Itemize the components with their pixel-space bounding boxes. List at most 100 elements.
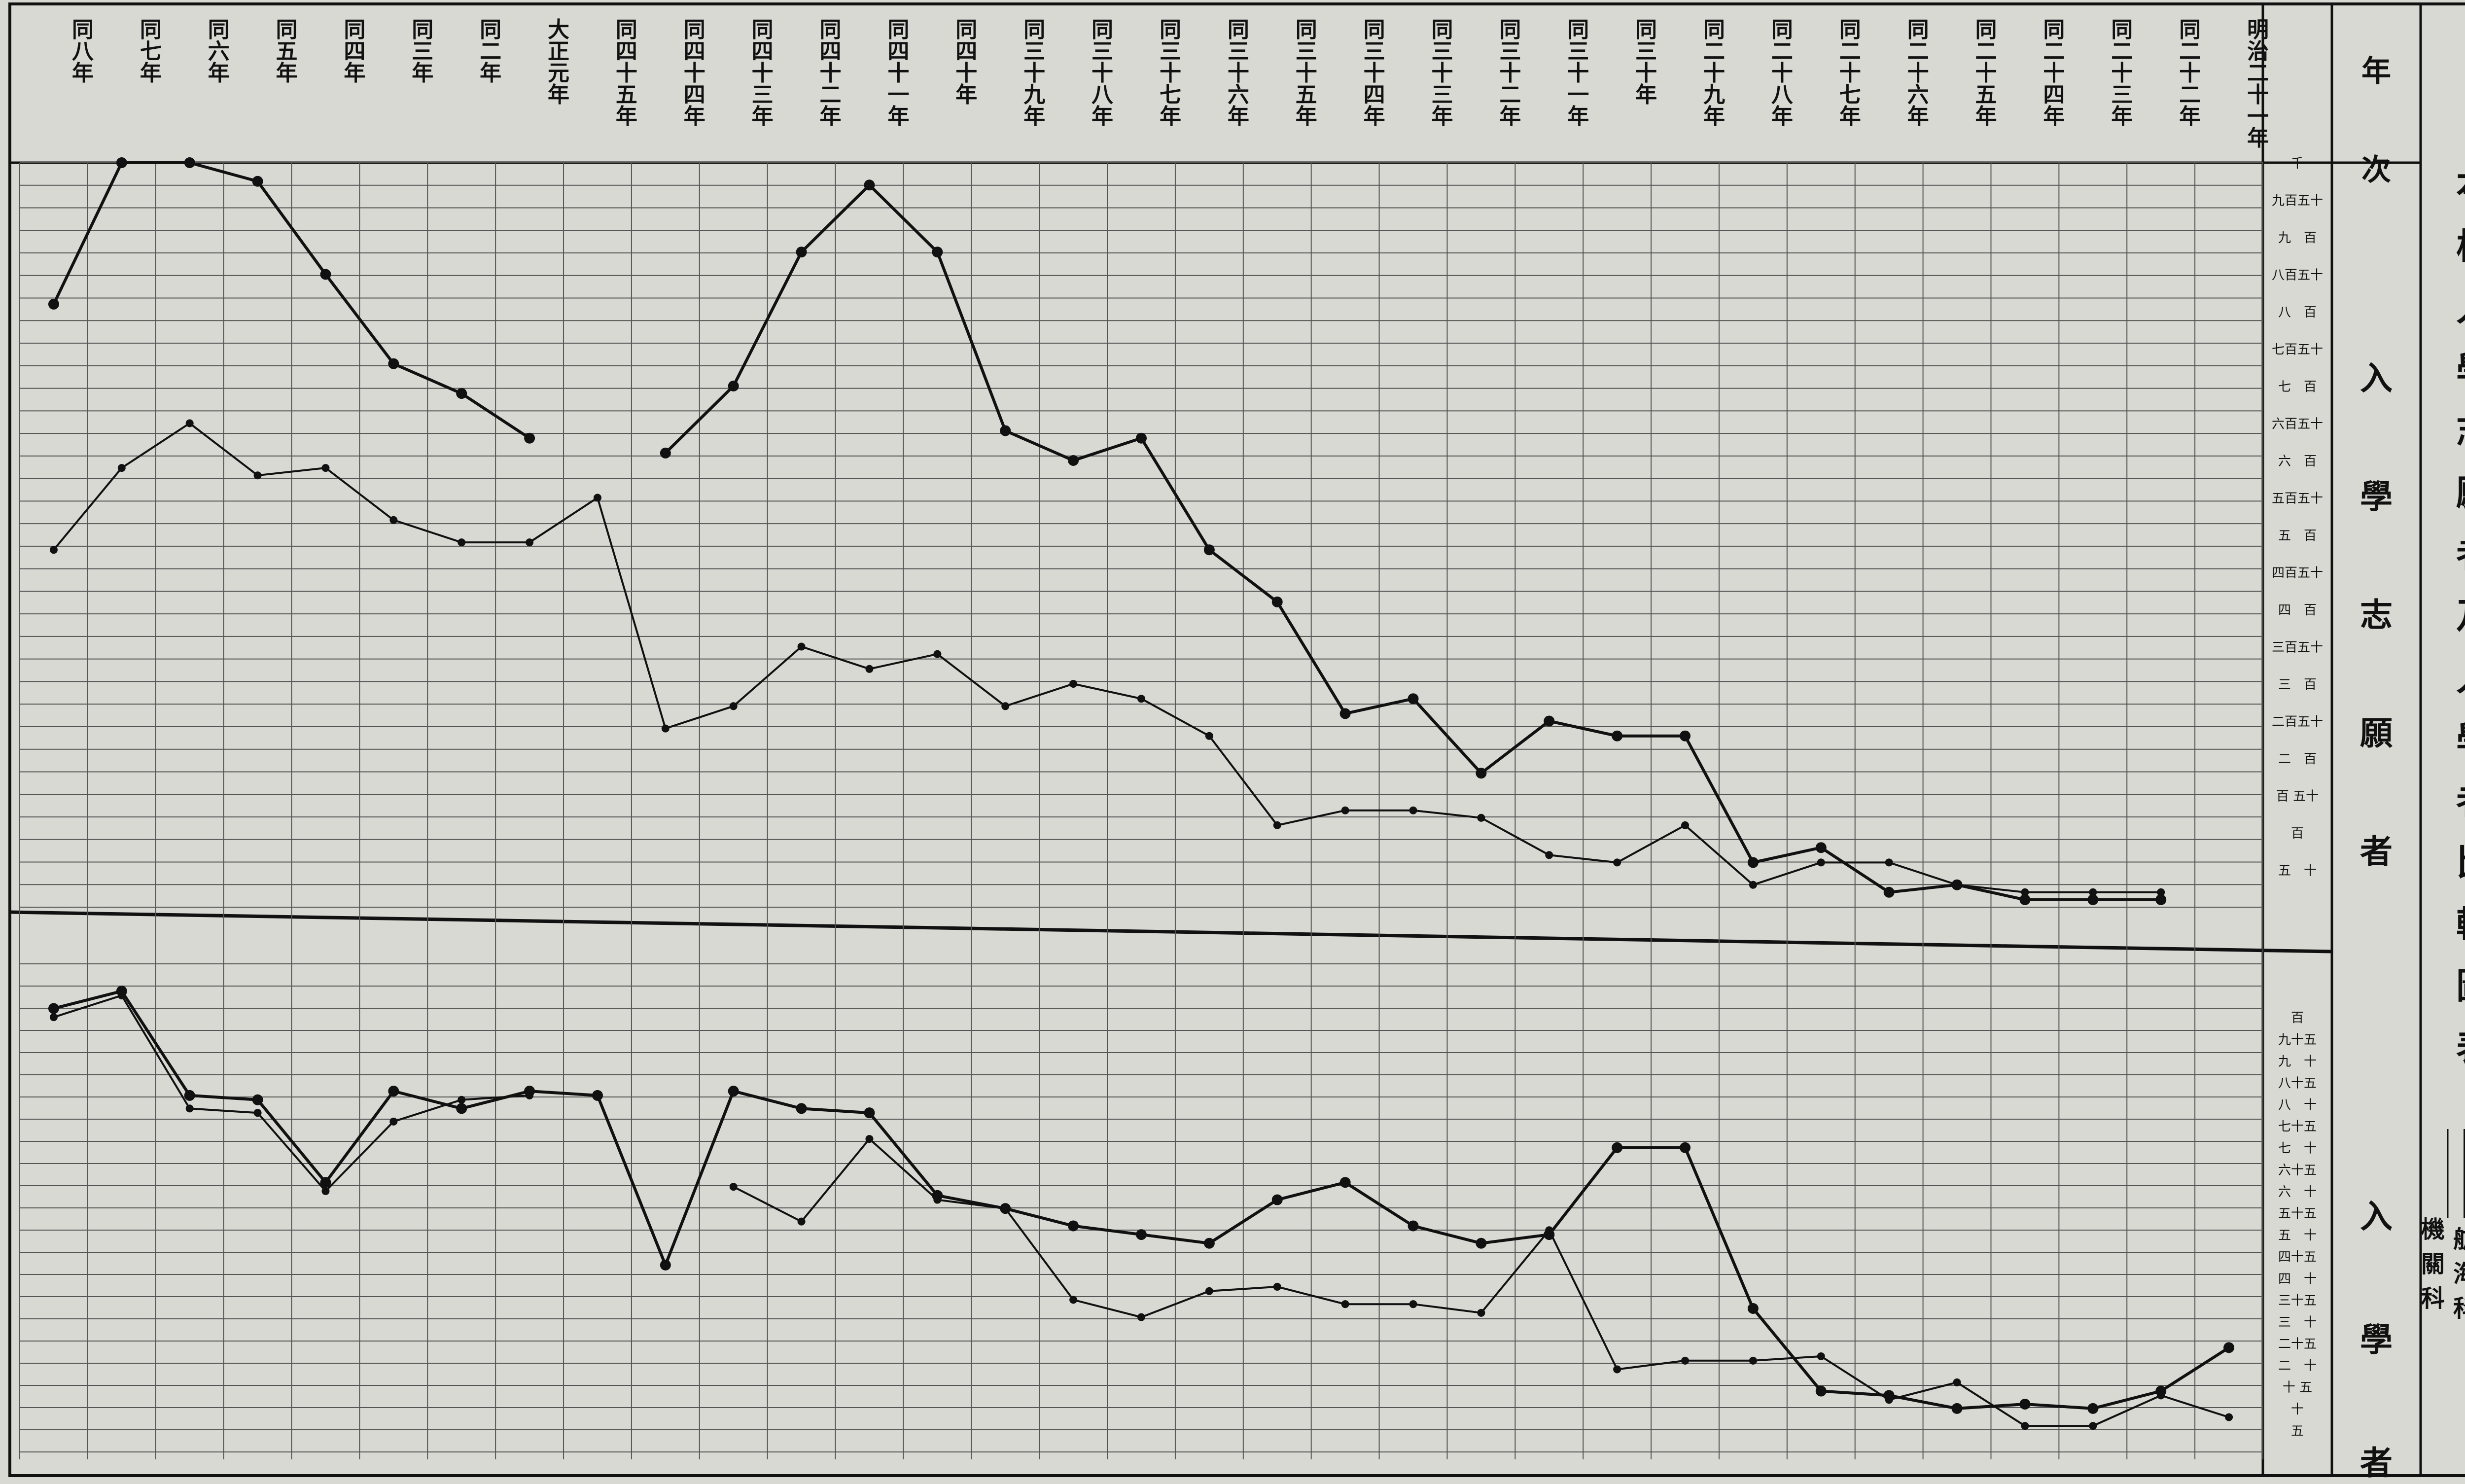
legend-label-engineering: 機關科 xyxy=(2421,1216,2445,1312)
y-tick-label: 二 十 xyxy=(2278,1359,2317,1374)
year-label: 同四十三年 xyxy=(752,17,774,129)
data-point xyxy=(1680,1142,1691,1153)
data-point xyxy=(1883,886,1895,898)
data-point xyxy=(456,388,467,399)
year-label: 同三十七年 xyxy=(1160,17,1181,129)
data-point xyxy=(1001,1204,1010,1213)
data-point xyxy=(1613,858,1621,867)
data-point xyxy=(117,464,126,472)
data-point xyxy=(865,1135,874,1143)
y-tick-label: 五 百 xyxy=(2278,529,2317,543)
data-point xyxy=(116,157,127,168)
data-point xyxy=(252,1094,263,1105)
data-point xyxy=(1339,708,1351,719)
data-point xyxy=(865,665,874,673)
data-point xyxy=(1136,432,1147,444)
data-point xyxy=(2223,1342,2235,1353)
data-point xyxy=(1545,1226,1553,1235)
data-point xyxy=(1477,813,1485,822)
data-point xyxy=(1476,768,1487,779)
data-point xyxy=(1203,544,1215,556)
data-point xyxy=(1341,1300,1349,1308)
year-label: 同三十九年 xyxy=(1023,17,1045,129)
year-label: 同二十三年 xyxy=(2111,17,2133,129)
data-point xyxy=(1544,715,1555,727)
y-tick-label: 十 xyxy=(2291,1402,2304,1417)
data-point xyxy=(1885,1396,1893,1404)
y-tick-label: 三百五十 xyxy=(2272,640,2323,655)
y-tick-label: 七 百 xyxy=(2278,380,2317,394)
applicants-panel-label-text: 入學志願者 xyxy=(2360,359,2393,871)
y-tick-label: 四十五 xyxy=(2278,1250,2317,1265)
data-point xyxy=(1137,695,1145,703)
data-point xyxy=(388,1086,399,1097)
data-point xyxy=(1341,806,1349,814)
data-point xyxy=(49,1013,58,1022)
data-point xyxy=(796,247,807,258)
y-tick-label: 五 xyxy=(2291,1424,2304,1439)
data-point xyxy=(1408,1220,1419,1232)
data-point xyxy=(1747,857,1759,868)
chart-title-text: 本校入學志願者及入學者比較圖表 xyxy=(2456,164,2465,1068)
data-point xyxy=(321,464,330,472)
data-point xyxy=(2019,1399,2031,1410)
header-label: 年次 xyxy=(2361,54,2391,187)
data-point xyxy=(1817,858,1825,867)
y-tick-label: 二 百 xyxy=(2278,752,2317,767)
data-point xyxy=(864,1107,875,1119)
data-point xyxy=(1951,1403,1963,1414)
y-tick-label: 三 百 xyxy=(2278,677,2317,692)
year-label: 大正元年 xyxy=(548,17,569,107)
data-point xyxy=(660,1259,671,1271)
data-point xyxy=(526,1091,534,1099)
year-label: 同二年 xyxy=(480,17,501,86)
year-label: 同二十五年 xyxy=(1975,17,1997,129)
year-label: 同四十一年 xyxy=(887,17,909,129)
data-point xyxy=(1271,596,1283,607)
data-point xyxy=(1885,858,1893,867)
data-point xyxy=(1408,693,1419,705)
year-label: 同三十一年 xyxy=(1567,17,1589,129)
year-label: 同二十四年 xyxy=(2043,17,2065,129)
y-tick-label: 五十五 xyxy=(2278,1206,2317,1221)
data-point xyxy=(1205,1287,1213,1295)
y-tick-label: 百 五十 xyxy=(2276,789,2319,804)
data-point xyxy=(1069,680,1078,688)
data-point xyxy=(1203,1237,1215,1249)
data-point xyxy=(1271,1194,1283,1205)
data-point xyxy=(1545,851,1553,859)
y-tick-label: 百 xyxy=(2291,826,2304,841)
y-tick-label: 四百五十 xyxy=(2272,566,2323,581)
data-point xyxy=(1817,1352,1825,1360)
y-tick-label: 八百五十 xyxy=(2272,268,2323,283)
series-line xyxy=(53,994,2229,1427)
data-point xyxy=(2157,888,2165,896)
year-label: 同八年 xyxy=(72,17,94,86)
data-point xyxy=(1749,881,1757,889)
data-point xyxy=(1953,881,1961,889)
data-point xyxy=(1205,732,1213,740)
data-point xyxy=(1681,821,1690,829)
data-point xyxy=(184,1090,195,1101)
legend-label-engineering-text: 機關科 xyxy=(2421,1216,2445,1312)
data-point xyxy=(2021,888,2029,896)
year-label: 同二十七年 xyxy=(1839,17,1861,129)
applicants-series-navigation xyxy=(48,157,2167,905)
data-point xyxy=(1339,1177,1351,1188)
y-tick-label: 七十五 xyxy=(2278,1120,2317,1134)
year-label: 同二十八年 xyxy=(1771,17,1794,129)
data-point xyxy=(864,179,875,191)
y-tick-label: 九 十 xyxy=(2278,1054,2317,1069)
y-tick-label: 六十五 xyxy=(2278,1163,2317,1178)
applicants-series-engineering xyxy=(49,419,2165,896)
year-label: 同三年 xyxy=(412,17,433,86)
y-tick-label: 九百五十 xyxy=(2272,194,2323,209)
year-label: 明治二十一年 xyxy=(2247,17,2269,151)
data-point xyxy=(458,538,466,547)
year-label: 同三十五年 xyxy=(1296,17,1317,129)
data-point xyxy=(593,494,601,502)
year-label: 同三十八年 xyxy=(1092,17,1114,129)
year-label: 同四年 xyxy=(344,17,365,86)
